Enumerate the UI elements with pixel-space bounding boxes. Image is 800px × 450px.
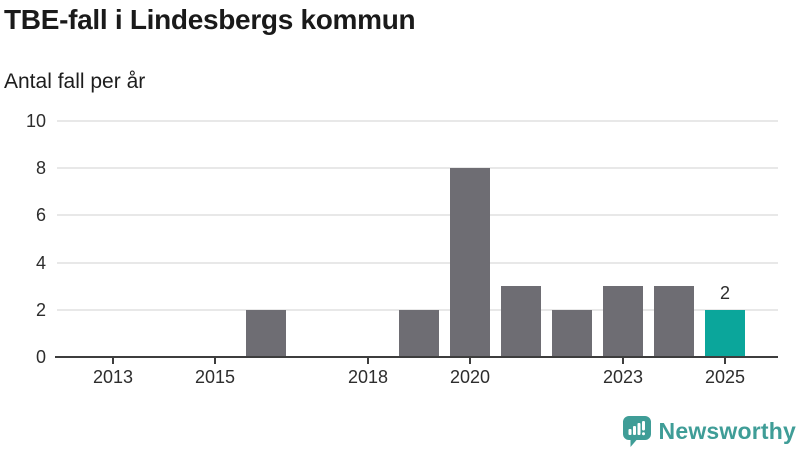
newsworthy-logo[interactable]: Newsworthy — [622, 415, 796, 448]
page-title: TBE-fall i Lindesbergs kommun — [4, 4, 416, 35]
newsworthy-speech-bubble-chart-icon — [622, 416, 651, 447]
gridline-8 — [57, 167, 778, 170]
x-tick-label-2025: 2025 — [704, 367, 746, 387]
bar-2016 — [246, 309, 286, 357]
x-tick-label-2018: 2018 — [347, 367, 389, 387]
x-tick-label-2020: 2020 — [449, 367, 491, 387]
y-axis-labels: 0 2 4 6 8 10 — [0, 111, 46, 367]
x-tick-2025 — [724, 357, 726, 364]
bar-2025 — [705, 309, 745, 357]
x-tick-2023 — [622, 357, 624, 364]
x-axis-tick-labels: 2013 2015 2018 2020 2023 2025 — [57, 366, 778, 388]
plot-area: 2 — [55, 120, 778, 358]
x-tick-2015 — [214, 357, 216, 364]
x-axis-line — [55, 356, 778, 358]
y-tick-label-8: 8 — [35, 158, 46, 179]
x-tick-2020 — [469, 357, 471, 364]
bar-2021 — [501, 286, 541, 357]
gridline-4 — [57, 261, 778, 264]
x-tick-2013 — [112, 357, 114, 364]
x-axis-ticks — [57, 357, 778, 365]
bar-2019 — [399, 309, 439, 357]
y-tick-label-10: 10 — [25, 111, 46, 131]
highlight-value-label: 2 — [719, 282, 730, 303]
y-tick-label-2: 2 — [35, 299, 46, 320]
x-tick-label-2013: 2013 — [92, 367, 134, 387]
x-tick-2018 — [367, 357, 369, 364]
x-tick-label-2015: 2015 — [194, 367, 236, 387]
bar-2024 — [654, 286, 694, 357]
chart-subtitle: Antal fall per år — [4, 70, 146, 93]
bar-2022 — [552, 309, 592, 357]
y-tick-label-4: 4 — [35, 252, 46, 273]
bar-2023 — [603, 286, 643, 357]
bar-2020 — [450, 168, 490, 357]
y-tick-label-0: 0 — [35, 347, 46, 367]
y-tick-label-6: 6 — [35, 205, 46, 226]
gridline-10 — [57, 120, 778, 122]
gridline-6 — [57, 214, 778, 217]
x-tick-label-2023: 2023 — [602, 367, 644, 387]
newsworthy-wordmark: Newsworthy — [658, 418, 796, 444]
